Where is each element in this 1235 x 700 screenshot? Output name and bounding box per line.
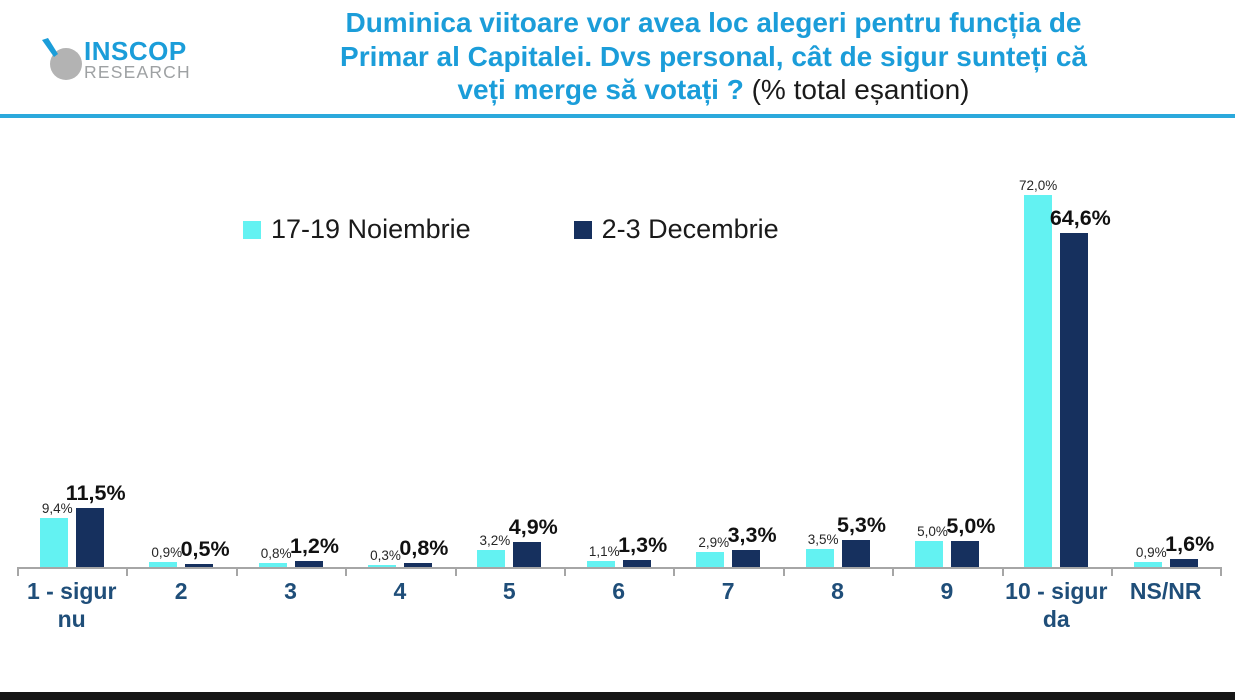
bar-decembrie [841,539,870,567]
title-suffix: (% total eșantion) [743,74,970,106]
data-label-noiembrie: 2,9% [698,535,730,551]
chart-legend: 17-19 Noiembrie 2-3 Decembrie [243,214,779,245]
bar-noiembrie [1024,194,1053,567]
axis-tick [892,567,895,576]
data-label-decembrie: 5,0% [946,514,996,539]
bar-noiembrie [586,561,615,567]
data-label-decembrie: 64,6% [1049,206,1111,231]
category-label: 10 - sigur da [1005,578,1108,632]
bar-decembrie [950,541,979,567]
category-label: 2 [174,578,188,604]
bar-decembrie [1169,558,1198,567]
category-label: 6 [612,578,626,604]
category-label: NS/NR [1129,578,1202,604]
data-label-noiembrie: 0,3% [370,548,401,563]
data-label-noiembrie: 0,9% [151,545,183,561]
data-label-decembrie: 1,3% [618,533,668,558]
category-label: 9 [940,578,954,604]
axis-tick [126,567,129,576]
title-line2: Primar al Capitalei. Dvs personal, cât d… [340,40,1087,72]
bar-noiembrie [805,548,834,567]
data-label-decembrie: 0,5% [180,537,230,562]
axis-tick [564,567,566,576]
data-label-noiembrie: 0,8% [260,545,292,561]
legend-label: 17-19 Noiembrie [271,214,471,244]
axis-tick [17,567,19,576]
x-axis-line [17,567,1223,569]
axis-tick [454,567,457,576]
bar-noiembrie [1133,562,1162,567]
axis-tick [673,567,676,576]
title-line3-highlight: veți merge să votați ? [457,74,744,106]
data-label-decembrie: 1,6% [1165,531,1215,556]
data-label-noiembrie: 3,2% [479,533,511,549]
bar-decembrie [75,507,104,567]
axis-tick [1220,567,1223,576]
logo-name: INSCOP [84,36,187,66]
bar-decembrie [1060,233,1089,567]
data-label-noiembrie: 1,1% [588,544,620,560]
bar-noiembrie [367,565,396,567]
data-label-decembrie: 3,3% [727,522,777,547]
inscop-logo: INSCOP RESEARCH [42,34,212,94]
logo-text: INSCOP RESEARCH [84,38,191,82]
bar-noiembrie [149,562,178,567]
axis-tick [235,567,238,576]
category-label: 1 - sigur nu [26,578,117,632]
category-label: 4 [393,578,407,604]
data-label-noiembrie: 9,4% [41,501,73,517]
header-divider [0,114,1235,118]
legend-swatch [243,220,261,239]
legend-swatch [573,220,592,239]
bar-noiembrie [477,550,506,567]
data-label-decembrie: 5,3% [836,512,887,537]
bar-decembrie [732,549,761,567]
bar-noiembrie [914,541,943,567]
category-label: 7 [721,578,735,604]
data-label-noiembrie: 72,0% [1019,177,1058,193]
bar-decembrie [622,560,651,567]
category-label: 8 [831,578,844,604]
header: INSCOP RESEARCH Duminica viitoare vor av… [0,0,1235,116]
inscop-logo-icon [42,38,82,80]
bar-decembrie [185,564,214,567]
data-label-decembrie: 0,8% [399,535,449,560]
axis-tick [782,567,785,576]
footer-bar [0,692,1235,700]
axis-tick [345,567,348,576]
bar-noiembrie [39,518,68,567]
bar-decembrie [513,541,542,567]
data-label-noiembrie: 5,0% [917,524,948,540]
bar-decembrie [294,560,323,567]
chart-title: Duminica viitoare vor avea loc alegeri p… [200,6,1227,107]
legend-item-decembrie: 2-3 Decembrie [573,214,779,245]
legend-item-noiembrie: 17-19 Noiembrie [243,214,471,245]
bar-noiembrie [258,562,287,567]
data-label-decembrie: 11,5% [65,480,126,505]
axis-tick [1001,567,1004,576]
bar-noiembrie [696,552,725,567]
title-line1: Duminica viitoare vor avea loc alegeri p… [345,7,1082,38]
category-label: 5 [502,578,516,604]
legend-label: 2-3 Decembrie [601,214,779,244]
category-label: 3 [284,578,297,604]
bar-decembrie [403,562,432,567]
data-label-noiembrie: 3,5% [807,531,839,547]
logo-subtitle: RESEARCH [84,62,191,82]
data-label-noiembrie: 0,9% [1135,545,1167,561]
axis-tick [1111,567,1113,576]
data-label-decembrie: 1,2% [289,533,340,558]
data-label-decembrie: 4,9% [508,514,558,539]
